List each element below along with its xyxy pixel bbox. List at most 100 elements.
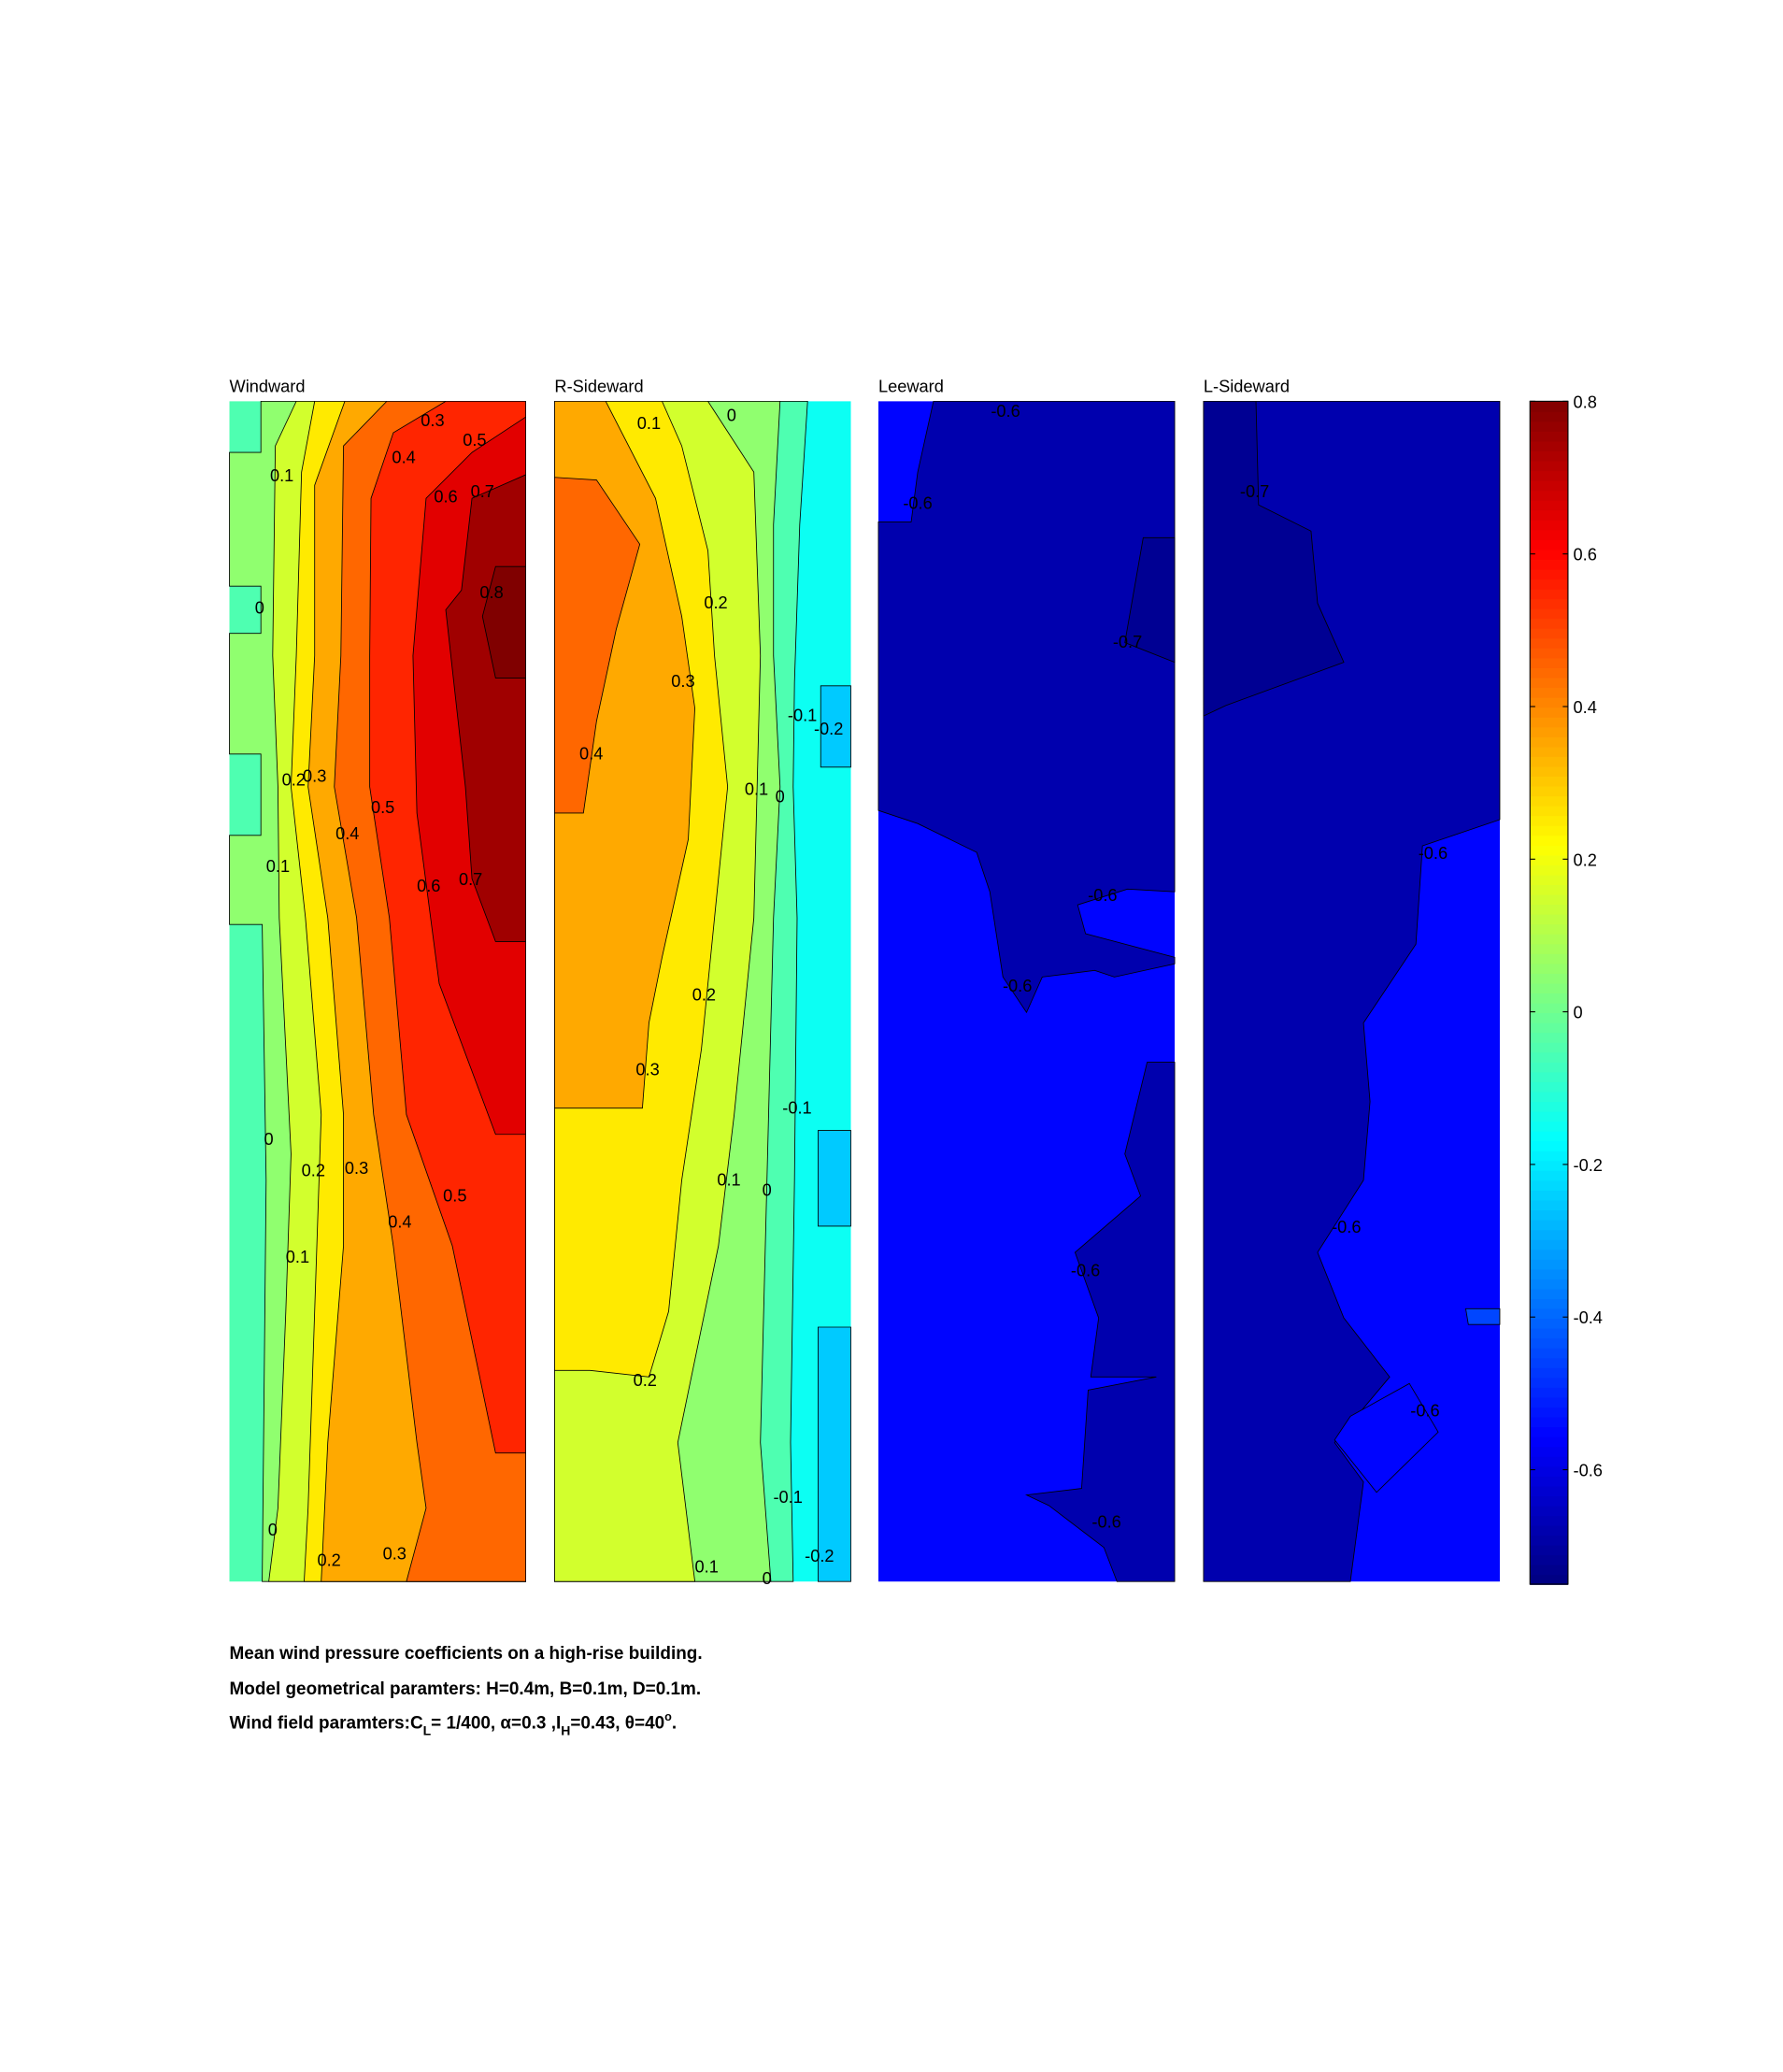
- contour-label: 0.1: [270, 465, 293, 485]
- colorbar-swatch: [1530, 1179, 1568, 1191]
- contour-region: [1203, 400, 1345, 717]
- caption-line: Mean wind pressure coefficients on a hig…: [230, 1644, 703, 1664]
- colorbar-swatch: [1530, 993, 1568, 1004]
- contour-label: 0.3: [671, 671, 694, 691]
- contour-label: -0.2: [805, 1546, 834, 1565]
- contour-region: [1124, 536, 1176, 664]
- contour-label: 0.2: [302, 1161, 325, 1180]
- colorbar-swatch: [1530, 835, 1568, 846]
- contour-label: 0.4: [579, 743, 603, 763]
- colorbar-swatch: [1530, 1190, 1568, 1201]
- colorbar-swatch: [1530, 1308, 1568, 1320]
- caption-line: Wind field paramters:CL= 1/400, α=0.3 ,I…: [230, 1710, 678, 1737]
- contour-region: [818, 1130, 851, 1227]
- colorbar-swatch: [1530, 1327, 1568, 1339]
- colorbar-swatch: [1530, 933, 1568, 945]
- contour-label: 0.3: [303, 765, 326, 785]
- colorbar-swatch: [1530, 1318, 1568, 1329]
- colorbar-swatch: [1530, 1062, 1568, 1073]
- colorbar-swatch: [1530, 559, 1568, 570]
- colorbar-swatch: [1530, 401, 1568, 412]
- colorbar-swatch: [1530, 1121, 1568, 1132]
- colorbar-swatch: [1530, 844, 1568, 856]
- colorbar-swatch: [1530, 874, 1568, 886]
- colorbar-swatch: [1530, 627, 1568, 639]
- colorbar-tick-label: 0.8: [1574, 392, 1597, 411]
- colorbar-swatch: [1530, 1229, 1568, 1240]
- colorbar-swatch: [1530, 776, 1568, 787]
- caption-subscript: H: [561, 1722, 570, 1737]
- colorbar-swatch: [1530, 529, 1568, 540]
- colorbar-swatch: [1530, 893, 1568, 906]
- colorbar-swatch: [1530, 1032, 1568, 1043]
- contour-label: 0.3: [345, 1158, 368, 1178]
- colorbar-tick-label: 0.4: [1574, 697, 1597, 717]
- colorbar-swatch: [1530, 815, 1568, 826]
- colorbar-swatch: [1530, 1022, 1568, 1034]
- panel-title: R-Sideward: [554, 377, 643, 396]
- colorbar-swatch: [1530, 509, 1568, 521]
- colorbar-swatch: [1530, 1455, 1568, 1467]
- colorbar-swatch: [1530, 1101, 1568, 1112]
- colorbar-swatch: [1530, 1465, 1568, 1477]
- colorbar-swatch: [1530, 973, 1568, 984]
- contour-label: -0.1: [773, 1487, 802, 1507]
- colorbar-swatch: [1530, 1554, 1568, 1565]
- colorbar-swatch: [1530, 1110, 1568, 1122]
- contour-region: [554, 477, 641, 814]
- colorbar-swatch: [1530, 1002, 1568, 1014]
- colorbar-swatch: [1530, 736, 1568, 748]
- colorbar-swatch: [1530, 1524, 1568, 1536]
- colorbar-swatch: [1530, 1407, 1568, 1418]
- colorbar-swatch: [1530, 648, 1568, 659]
- contour-label: 0: [776, 787, 785, 807]
- contour-label: 0: [268, 1520, 278, 1539]
- contour-label: 0.7: [471, 481, 494, 501]
- colorbar-swatch: [1530, 1515, 1568, 1526]
- colorbar-swatch: [1530, 1387, 1568, 1398]
- colorbar-swatch: [1530, 588, 1568, 600]
- caption-superscript: o: [664, 1710, 672, 1723]
- colorbar-swatch: [1530, 923, 1568, 935]
- colorbar-swatch: [1530, 1209, 1568, 1221]
- colorbar-swatch: [1530, 1279, 1568, 1290]
- colorbar-swatch: [1530, 431, 1568, 442]
- contour-label: 0.3: [421, 410, 444, 430]
- panel-title: Windward: [230, 377, 306, 396]
- colorbar-swatch: [1530, 982, 1568, 994]
- colorbar-swatch: [1530, 1130, 1568, 1142]
- contour-label: -0.6: [1071, 1260, 1100, 1279]
- colorbar-swatch: [1530, 1219, 1568, 1231]
- contour-label: -0.1: [782, 1097, 811, 1117]
- colorbar-swatch: [1530, 1150, 1568, 1162]
- colorbar-swatch: [1530, 499, 1568, 511]
- colorbar-swatch: [1530, 1091, 1568, 1103]
- contour-label: 0: [763, 1180, 772, 1200]
- contour-region: [481, 565, 527, 679]
- colorbar-swatch: [1530, 785, 1568, 797]
- contour-panel: [229, 400, 527, 1582]
- colorbar-tick-label: -0.6: [1574, 1461, 1603, 1480]
- colorbar-swatch: [1530, 549, 1568, 560]
- contour-label: 0.3: [383, 1543, 407, 1563]
- colorbar-swatch: [1530, 479, 1568, 492]
- colorbar-swatch: [1530, 1249, 1568, 1260]
- colorbar-frame: [1529, 400, 1569, 1585]
- contour-panel: [877, 400, 1176, 1582]
- contour-label: 0.1: [266, 856, 290, 876]
- colorbar-swatch: [1530, 1544, 1568, 1556]
- colorbar-tick-label: -0.2: [1574, 1155, 1603, 1175]
- contour-label: 0.1: [745, 779, 768, 798]
- colorbar-swatch: [1530, 667, 1568, 679]
- colorbar-swatch: [1530, 1051, 1568, 1063]
- contour-label: 0.6: [417, 876, 440, 895]
- colorbar-swatch: [1530, 1357, 1568, 1368]
- caption-part: =0.43, θ=40: [570, 1713, 664, 1733]
- colorbar-swatch: [1530, 1535, 1568, 1546]
- colorbar-swatch: [1530, 677, 1568, 689]
- colorbar-swatch: [1530, 1416, 1568, 1428]
- colorbar-swatch: [1530, 687, 1568, 698]
- colorbar-swatch: [1530, 765, 1568, 778]
- colorbar-swatch: [1530, 943, 1568, 954]
- colorbar-swatch: [1530, 854, 1568, 865]
